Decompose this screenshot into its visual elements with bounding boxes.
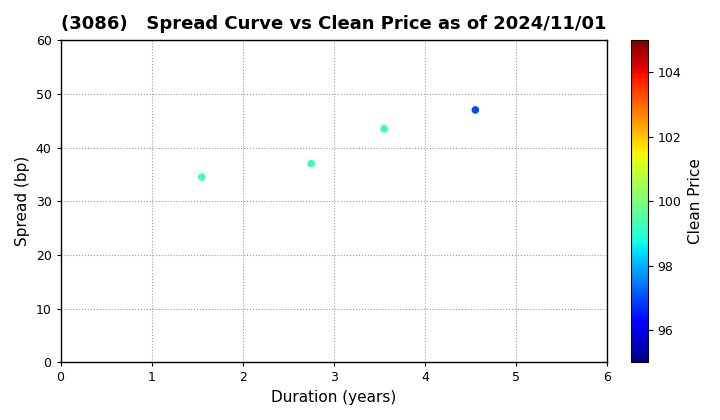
X-axis label: Duration (years): Duration (years) (271, 390, 397, 405)
Point (469, 107, 481, 113)
Point (196, 174, 207, 181)
Y-axis label: Clean Price: Clean Price (688, 158, 703, 244)
Point (379, 126, 390, 132)
Y-axis label: Spread (bp): Spread (bp) (15, 156, 30, 247)
Text: (3086)   Spread Curve vs Clean Price as of 2024/11/01: (3086) Spread Curve vs Clean Price as of… (60, 15, 606, 33)
Point (305, 160, 317, 167)
